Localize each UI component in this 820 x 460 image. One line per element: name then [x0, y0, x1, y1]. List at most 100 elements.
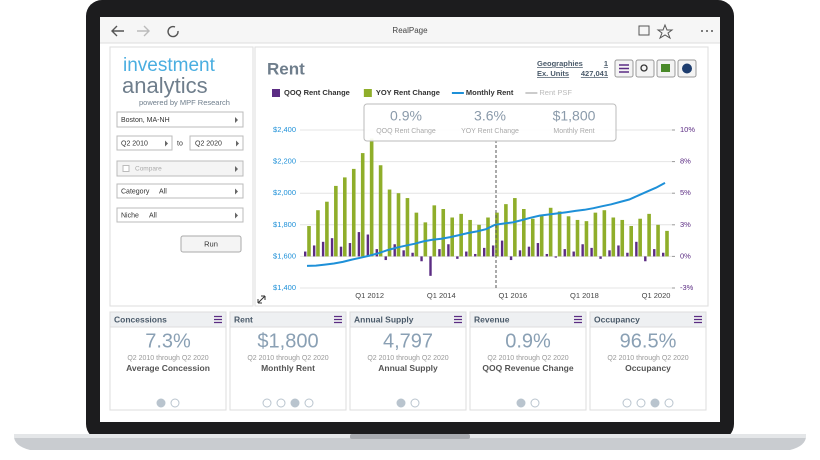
- bar: [423, 222, 428, 257]
- kpi-menu-icon[interactable]: [454, 315, 462, 324]
- kpi-card: [589, 311, 707, 411]
- to-select[interactable]: [189, 135, 244, 151]
- expand-icon[interactable]: [257, 295, 266, 304]
- bar: [405, 198, 410, 257]
- kpi-value: $1,800: [257, 330, 318, 352]
- from-select[interactable]: [116, 135, 173, 151]
- run-button[interactable]: [180, 235, 242, 253]
- y-tick-label: $2,200: [273, 157, 296, 166]
- kpi-period: Q2 2010 through Q2 2020: [247, 355, 328, 362]
- bar: [557, 211, 562, 257]
- pager-dot[interactable]: [530, 398, 540, 408]
- y2-tick-label: 10%: [680, 125, 695, 134]
- pager-dot[interactable]: [170, 398, 180, 408]
- kpi-label: Average Concession: [126, 363, 210, 373]
- help-icon: [682, 63, 692, 74]
- pager-dot[interactable]: [410, 398, 420, 408]
- bar: [656, 224, 660, 257]
- pager-dot[interactable]: [622, 398, 632, 408]
- bar: [441, 209, 446, 257]
- bar: [572, 251, 575, 257]
- pager-dot[interactable]: [636, 398, 646, 408]
- pager-dot[interactable]: [396, 398, 406, 408]
- bar: [432, 205, 437, 257]
- pager-dot[interactable]: [276, 398, 286, 408]
- reader-button[interactable]: [638, 25, 650, 36]
- pager-dot[interactable]: [304, 398, 314, 408]
- bar: [509, 256, 513, 261]
- dropdown-caret: [235, 212, 238, 219]
- bar: [465, 251, 468, 257]
- bar: [325, 201, 329, 257]
- kpi-value: 7.3%: [145, 330, 191, 352]
- favorite-button[interactable]: [656, 23, 674, 40]
- kpi-period: Q2 2010 through Q2 2020: [127, 355, 208, 362]
- kpi-menu-icon[interactable]: [574, 315, 582, 324]
- run-label: Run: [204, 239, 218, 248]
- geographies-link: Geographies: [537, 59, 583, 68]
- geographies-value: 1: [604, 59, 608, 68]
- menu-button[interactable]: [701, 30, 713, 32]
- legend-label: QOQ Rent Change: [284, 88, 350, 97]
- kpi-label: QOQ Revenue Change: [482, 363, 573, 373]
- tooltip-label: Monthly Rent: [553, 128, 594, 135]
- menu-icon: [619, 64, 629, 73]
- kpi-menu-icon[interactable]: [214, 315, 222, 324]
- bar: [608, 250, 611, 257]
- bar: [378, 165, 383, 257]
- bar: [429, 256, 432, 276]
- pager-dot[interactable]: [290, 398, 300, 408]
- location-select[interactable]: [116, 111, 244, 128]
- bar: [330, 238, 334, 257]
- bar: [339, 246, 343, 257]
- from-text: Q2 2010: [121, 140, 148, 147]
- y-tick-label: $1,400: [273, 283, 296, 292]
- bar: [384, 256, 387, 261]
- kpi-card: [349, 311, 467, 411]
- forward-button[interactable]: [137, 25, 150, 37]
- legend-label: YOY Rent Change: [376, 88, 440, 97]
- pager-dot[interactable]: [664, 398, 674, 408]
- zoom-button[interactable]: [635, 59, 655, 78]
- pager-dot[interactable]: [516, 398, 526, 408]
- pager-dot[interactable]: [156, 398, 166, 408]
- kpi-title: Revenue: [474, 314, 510, 324]
- pager-dot[interactable]: [262, 398, 272, 408]
- print-icon: [661, 64, 670, 72]
- refresh-button[interactable]: [167, 25, 179, 38]
- bar: [334, 185, 338, 257]
- units-link: Ex. Units: [537, 69, 569, 78]
- kpi-card: [109, 311, 227, 411]
- laptop-notch: [350, 434, 470, 439]
- kpi-card: [229, 311, 347, 411]
- laptop-base: [14, 436, 806, 450]
- back-button[interactable]: [111, 25, 124, 37]
- tooltip-label: QOQ Rent Change: [376, 128, 436, 135]
- bar: [593, 212, 598, 257]
- bar: [366, 234, 370, 257]
- bar: [522, 209, 526, 257]
- pager-dot[interactable]: [650, 398, 660, 408]
- kpi-label: Annual Supply: [378, 363, 438, 373]
- category-select[interactable]: [116, 183, 244, 199]
- kpi-value: 4,797: [383, 330, 433, 352]
- kpi-card-header: [229, 311, 347, 328]
- tooltip-value: 3.6%: [474, 108, 506, 124]
- bar: [474, 253, 477, 257]
- kpi-menu-icon[interactable]: [334, 315, 342, 324]
- compare-checkbox[interactable]: [122, 165, 130, 172]
- niche-select[interactable]: [116, 207, 244, 223]
- bar: [581, 244, 584, 257]
- chart-panel: [254, 46, 709, 307]
- kpi-period: Q2 2010 through Q2 2020: [367, 355, 448, 362]
- dropdown-caret: [236, 140, 239, 147]
- bar: [539, 215, 544, 257]
- units-value: 427,041: [581, 69, 608, 78]
- bar: [393, 244, 396, 257]
- kpi-menu-icon[interactable]: [694, 315, 702, 324]
- bar: [647, 213, 651, 257]
- bar: [617, 245, 620, 257]
- x-tick-label: Q1 2016: [498, 291, 527, 300]
- y-tick-label: $2,400: [273, 125, 296, 134]
